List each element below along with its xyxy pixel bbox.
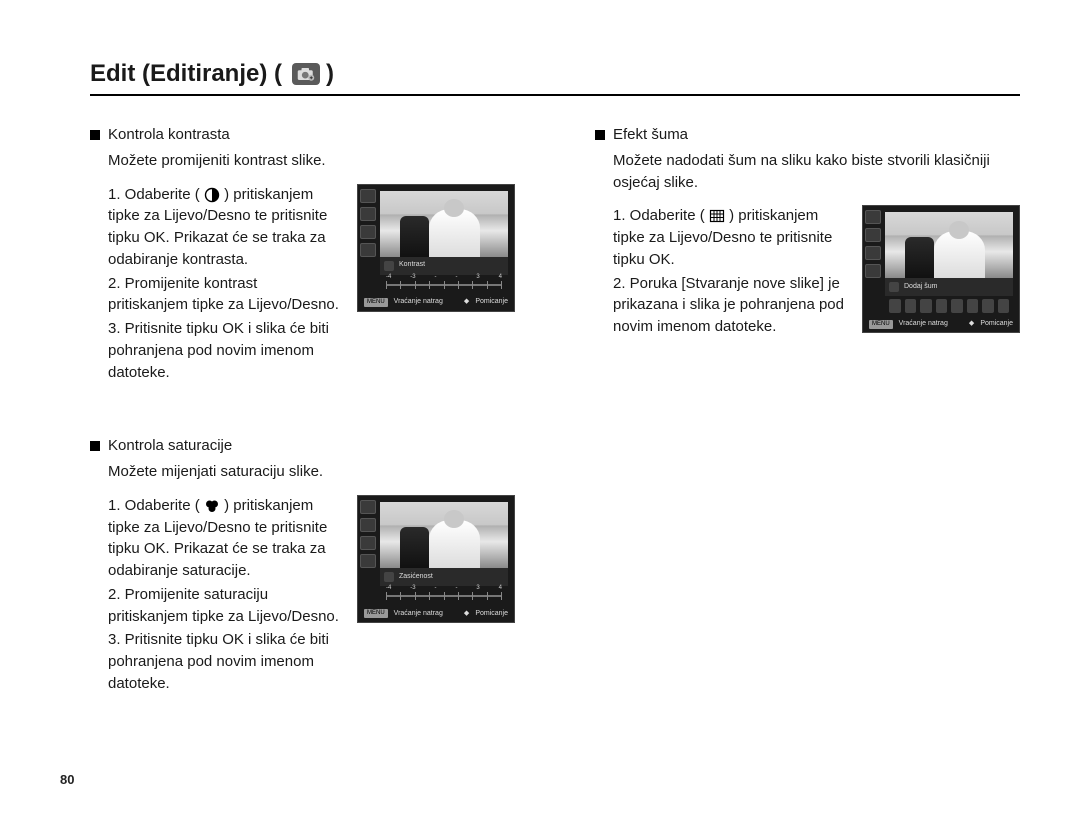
section-contrast: Kontrola kontrasta Možete promijeniti ko… xyxy=(90,124,515,385)
thumb-mode-label: Dodaj šum xyxy=(904,282,937,292)
preview-thumbnail: Dodaj šum MENU Vraćanje natrag ◆ Pomican… xyxy=(862,205,1020,333)
saturation-icon xyxy=(204,498,220,514)
step-text: 1. Odaberite ( xyxy=(108,186,200,203)
bullet-icon xyxy=(90,441,100,451)
steps-list: 1. Odaberite ( ) pritiskanjem tipke za L… xyxy=(108,184,339,386)
section-noise: Efekt šuma Možete nadodati šum na sliku … xyxy=(595,124,1020,340)
left-column: Kontrola kontrasta Možete promijeniti ko… xyxy=(90,124,515,747)
section-title: Kontrola kontrasta xyxy=(108,124,230,146)
bullet-icon xyxy=(595,130,605,140)
menu-badge: MENU xyxy=(364,609,388,618)
bullet-icon xyxy=(90,130,100,140)
section-desc: Možete nadodati šum na sliku kako biste … xyxy=(613,150,1020,194)
menu-badge: MENU xyxy=(364,298,388,307)
page-number: 80 xyxy=(60,772,74,787)
step-text: 2. Poruka [Stvaranje nove slike] je prik… xyxy=(613,273,844,338)
back-label: Vraćanje natrag xyxy=(394,609,443,619)
step-text: 1. Odaberite ( xyxy=(613,207,705,224)
right-column: Efekt šuma Možete nadodati šum na sliku … xyxy=(595,124,1020,747)
step-text: 3. Pritisnite tipku OK i slika će biti p… xyxy=(108,318,339,383)
contrast-icon xyxy=(204,187,220,203)
step-text: 2. Promijenite saturaciju pritiskanjem t… xyxy=(108,584,339,628)
section-title: Efekt šuma xyxy=(613,124,688,146)
move-label: Pomicanje xyxy=(475,297,508,307)
section-title: Kontrola saturacije xyxy=(108,435,232,457)
title-text-prefix: Edit (Editiranje) ( xyxy=(90,60,282,88)
section-desc: Možete mijenjati saturaciju slike. xyxy=(108,461,515,483)
page-title: Edit (Editiranje) ( ) xyxy=(90,60,1020,96)
thumb-mode-label: Zasićenost xyxy=(399,572,433,582)
thumb-mode-label: Kontrast xyxy=(399,260,425,270)
preview-thumbnail: Zasićenost -4-3--34 MENU Vraćanje natrag… xyxy=(357,495,515,623)
section-saturation: Kontrola saturacije Možete mijenjati sat… xyxy=(90,435,515,696)
move-label: Pomicanje xyxy=(980,319,1013,329)
content-columns: Kontrola kontrasta Možete promijeniti ko… xyxy=(90,124,1020,747)
noise-grid-icon xyxy=(709,208,725,224)
preview-thumbnail: Kontrast -4-3--34 MENU Vraćanje natrag ◆… xyxy=(357,184,515,312)
step-text: 1. Odaberite ( xyxy=(108,497,200,514)
title-text-suffix: ) xyxy=(326,60,334,88)
steps-list: 1. Odaberite ( ) pritiskanjem xyxy=(613,205,844,340)
section-desc: Možete promijeniti kontrast slike. xyxy=(108,150,515,172)
steps-list: 1. Odaberite ( ) pritiskanjem tipke za L… xyxy=(108,495,339,697)
step-text: 2. Promijenite kontrast pritiskanjem tip… xyxy=(108,273,339,317)
back-label: Vraćanje natrag xyxy=(899,319,948,329)
move-label: Pomicanje xyxy=(475,609,508,619)
menu-badge: MENU xyxy=(869,320,893,329)
step-text: 3. Pritisnite tipku OK i slika će biti p… xyxy=(108,629,339,694)
back-label: Vraćanje natrag xyxy=(394,297,443,307)
edit-photo-icon xyxy=(292,63,320,85)
